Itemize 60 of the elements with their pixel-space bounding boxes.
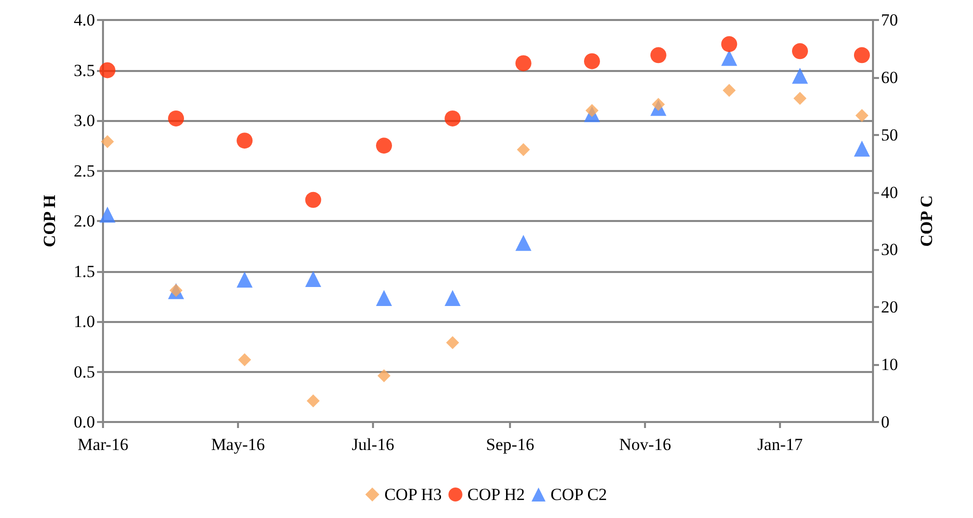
- x-tick-label: Mar-16: [78, 435, 128, 454]
- y-tick-label: 1.0: [74, 312, 95, 331]
- point: [236, 132, 253, 149]
- point: [792, 43, 808, 60]
- x-tick-label: Sep-16: [486, 435, 534, 454]
- y2-tick-label: 0: [881, 412, 890, 432]
- y2-axis-title: COP C: [917, 195, 936, 247]
- y-tick-label: 3.5: [74, 60, 95, 80]
- point: [100, 135, 114, 148]
- point: [722, 84, 736, 97]
- point: [446, 336, 460, 350]
- point: [793, 92, 806, 105]
- y2-tick-label: 70: [881, 10, 898, 30]
- point: [305, 192, 322, 208]
- point: [721, 36, 738, 52]
- point: [652, 98, 665, 111]
- y-tick-label: 0.0: [74, 412, 95, 432]
- point: [305, 271, 322, 288]
- point: [168, 110, 184, 126]
- y-tick-label: 0.5: [74, 362, 95, 382]
- point: [792, 68, 808, 84]
- point: [585, 104, 598, 117]
- point: [306, 394, 320, 408]
- point: [99, 62, 116, 78]
- legend-label: COP C2: [550, 485, 608, 504]
- point: [378, 369, 391, 382]
- point: [99, 206, 116, 223]
- legend-label: COP H3: [384, 485, 442, 504]
- x-tick-label: Jan-17: [757, 435, 804, 454]
- point: [515, 55, 532, 72]
- point: [376, 290, 392, 306]
- legend-label: COP H2: [467, 485, 525, 504]
- y2-tick-label: 20: [881, 298, 898, 317]
- y-tick-label: 2.5: [74, 161, 95, 180]
- x-tick-label: Nov-16: [619, 435, 672, 454]
- point: [236, 272, 253, 288]
- point: [515, 234, 532, 251]
- y-tick-label: 1.5: [74, 262, 95, 281]
- point: [444, 110, 461, 126]
- point: [854, 140, 870, 157]
- point: [584, 53, 600, 70]
- y2-tick-label: 60: [881, 68, 898, 87]
- x-tick-label: May-16: [211, 435, 265, 454]
- point: [444, 290, 461, 306]
- point: [376, 138, 392, 154]
- point: [854, 47, 870, 64]
- point: [650, 47, 666, 64]
- point: [516, 143, 530, 156]
- point: [855, 108, 868, 122]
- y-axis-title: COP H: [40, 194, 59, 248]
- point: [721, 50, 738, 66]
- y-tick-label: 4.0: [74, 10, 95, 30]
- y2-tick-label: 10: [881, 355, 898, 374]
- point: [238, 353, 252, 366]
- y2-tick-label: 30: [881, 240, 898, 260]
- x-tick-label: Jul-16: [352, 435, 394, 454]
- y2-tick-label: 40: [881, 182, 898, 202]
- y-tick-label: 2.0: [74, 212, 95, 230]
- y2-tick-label: 50: [881, 125, 898, 144]
- y-tick-label: 3.0: [74, 111, 95, 130]
